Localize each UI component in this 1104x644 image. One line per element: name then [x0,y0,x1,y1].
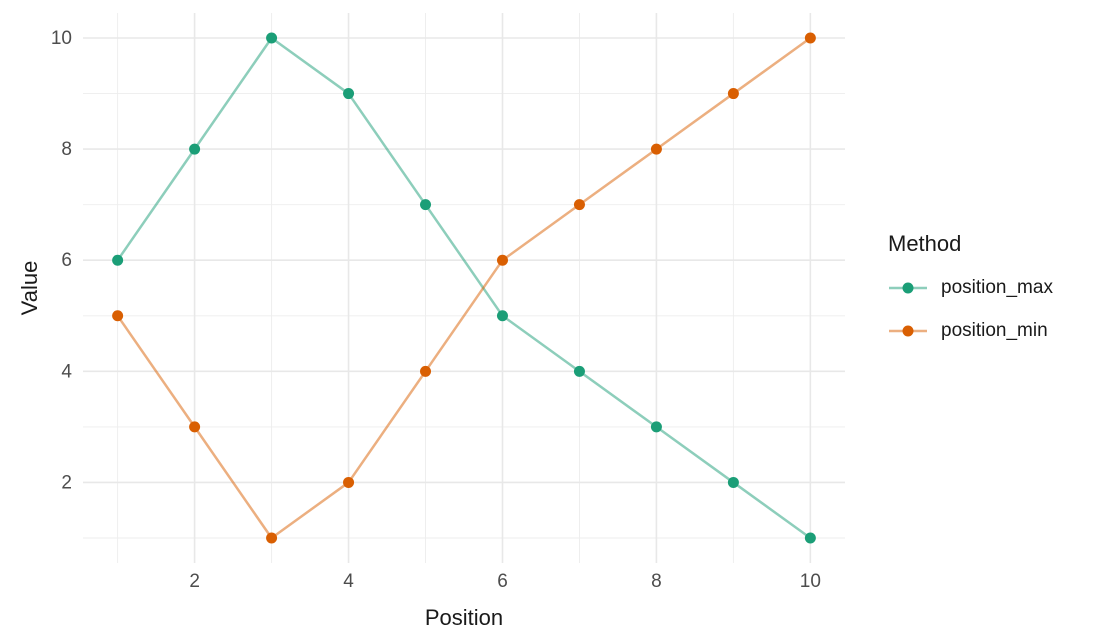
data-point-position_min [112,310,124,322]
legend-entry-position_min: position_min [888,319,1053,343]
data-point-position_max [189,143,201,155]
data-point-position_max [266,32,278,44]
y-tick-label: 4 [61,361,72,382]
series-line-position_max [116,36,812,540]
data-point-position_min [420,365,432,377]
x-axis-title: Position [424,605,504,630]
data-point-position_min [189,421,201,433]
legend: Method position_max position_min [888,231,1053,343]
y-tick-label: 2 [61,472,72,493]
data-point-position_max [727,476,739,488]
data-point-position_max [112,254,124,266]
legend-entries: position_max position_min [888,276,1053,343]
series-line-position_min [116,36,812,540]
data-point-position_max [804,532,816,544]
data-point-position_min [573,199,585,211]
legend-label: position_max [941,277,1053,298]
data-point-position_min [650,143,662,155]
x-tick-label: 2 [189,571,200,592]
legend-title: Method [888,231,962,256]
data-point-position_min [804,32,816,44]
data-point-position_max [420,199,432,211]
data-point-position_max [573,365,585,377]
x-tick-label: 6 [497,571,508,592]
legend-key-icon [889,282,927,294]
data-point-position_max [343,88,355,100]
data-point-position_max [650,421,662,433]
legend-label: position_min [941,320,1048,341]
y-tick-label: 6 [61,250,72,271]
legend-key-icon [889,325,927,337]
y-axis-title: Value [17,260,42,316]
y-tick-label: 8 [61,139,72,160]
x-tick-label: 10 [800,571,821,592]
legend-entry-position_max: position_max [888,276,1053,300]
x-tick-label: 4 [343,571,354,592]
data-point-position_min [343,476,355,488]
data-point-position_min [496,254,508,266]
data-point-position_min [727,88,739,100]
data-point-position_min [266,532,278,544]
y-tick-label: 10 [51,28,72,49]
x-tick-label: 8 [651,571,662,592]
data-point-position_max [496,310,508,322]
